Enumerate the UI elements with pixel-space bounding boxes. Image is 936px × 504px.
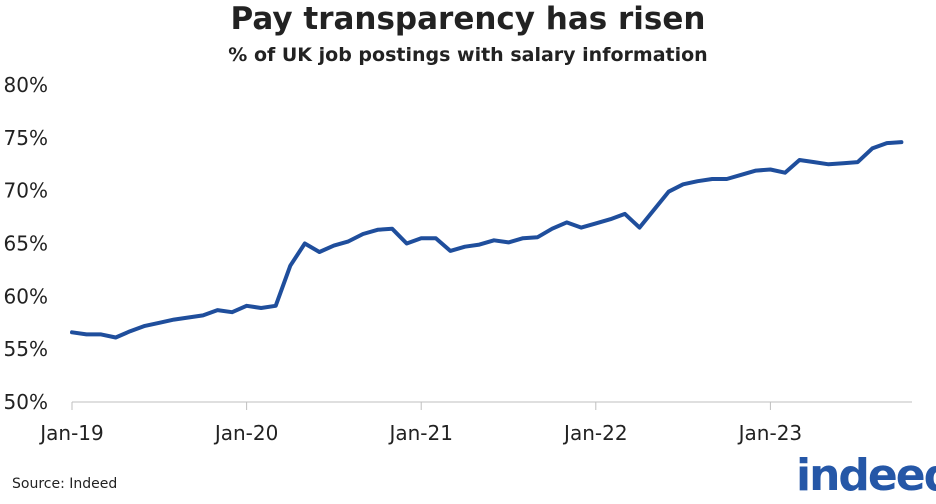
y-tick-label: 65%: [4, 232, 48, 256]
x-tick-label: Jan-23: [737, 421, 803, 445]
x-axis-ticks: Jan-19 Jan-20 Jan-21 Jan-22 Jan-23: [38, 402, 802, 445]
y-tick-label: 70%: [4, 179, 48, 203]
y-tick-label: 60%: [4, 284, 48, 308]
x-tick-label: Jan-19: [38, 421, 104, 445]
x-tick-label: Jan-22: [562, 421, 628, 445]
chart-title: Pay transparency has risen: [230, 1, 706, 37]
indeed-logo: indeed: [796, 450, 936, 501]
y-tick-label: 55%: [4, 337, 48, 361]
source-note: Source: Indeed: [12, 476, 118, 492]
x-tick-label: Jan-21: [387, 421, 453, 445]
y-tick-label: 75%: [4, 126, 48, 150]
series-line: [70, 140, 904, 340]
y-tick-label: 50%: [4, 390, 48, 414]
chart-subtitle: % of UK job postings with salary informa…: [228, 44, 708, 66]
x-tick-label: Jan-20: [213, 421, 279, 445]
y-tick-label: 80%: [4, 73, 48, 97]
y-axis-ticks: 50% 55% 60% 65% 70% 75% 80%: [4, 73, 48, 414]
